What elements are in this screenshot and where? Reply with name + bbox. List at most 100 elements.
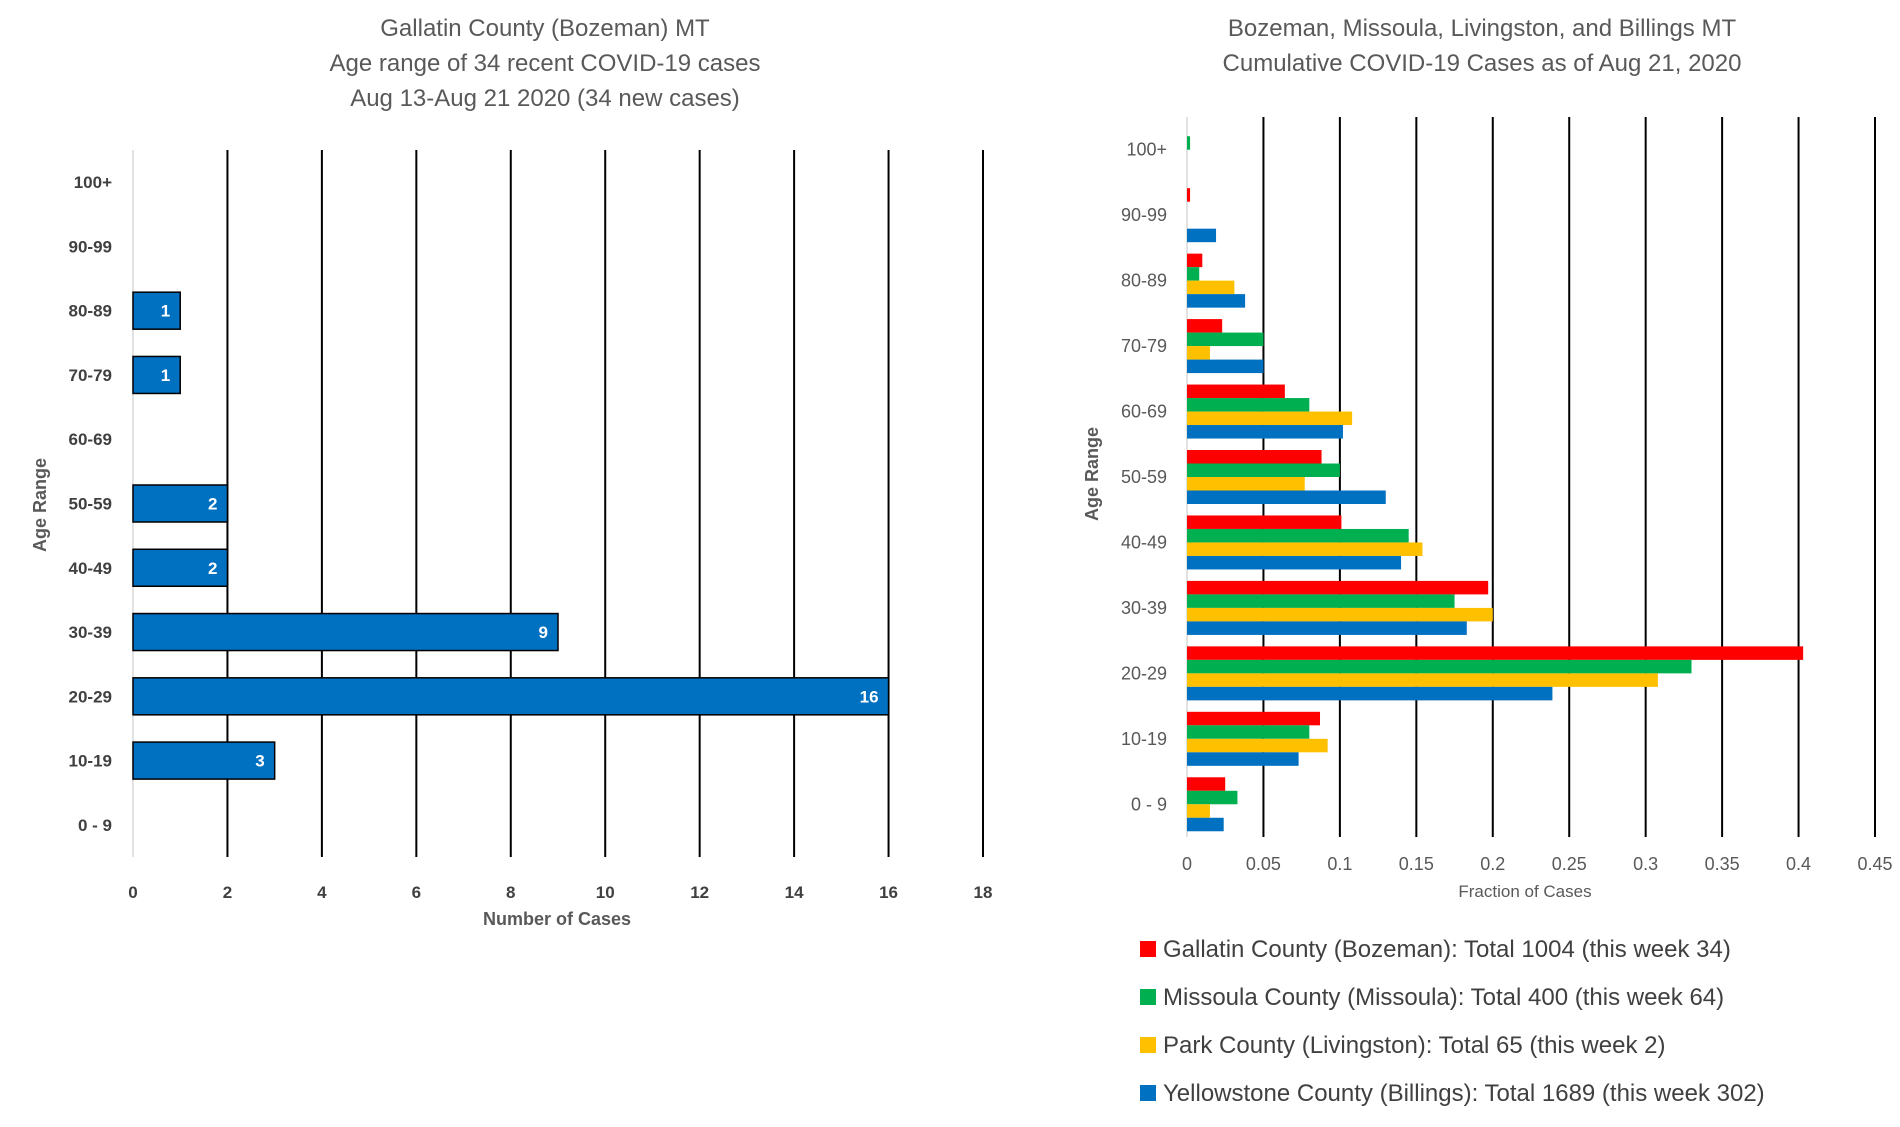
legend-swatch-yellowstone [1140,1085,1156,1101]
right-bar-gallatin [1187,253,1203,268]
right-y-tick-label: 60-69 [1121,402,1167,422]
left-x-tick-label: 12 [690,883,709,902]
right-bar-yellowstone [1187,621,1467,635]
right-y-tick-label: 100+ [1126,140,1167,160]
left-bar [132,741,276,780]
right-bar-yellowstone [1187,752,1299,766]
right-x-tick-label: 0.4 [1786,854,1811,874]
legend-label-missoula: Missoula County (Missoula): Total 400 (t… [1163,984,1724,1011]
right-x-tick-label: 0.15 [1399,854,1434,874]
right-x-tick-label: 0.3 [1633,854,1658,874]
left-x-tick-label: 0 [128,883,137,902]
right-chart-title-line-2: Cumulative COVID-19 Cases as of Aug 21, … [1223,50,1742,77]
right-chart-legend: Gallatin County (Bozeman): Total 1004 (t… [1140,936,1765,1107]
left-x-tick-label: 2 [223,883,232,902]
left-chart-x-axis-title: Number of Cases [483,909,631,929]
right-x-tick-label: 0.05 [1246,854,1281,874]
right-bar-yellowstone [1187,555,1402,570]
right-bar-yellowstone [1187,359,1264,374]
right-y-tick-label: 90-99 [1121,205,1167,225]
right-bar-park [1187,346,1210,360]
right-bar-missoula [1187,790,1238,805]
right-bar-yellowstone [1187,228,1217,243]
right-bar-park [1187,804,1210,818]
left-x-tick-label: 8 [506,883,515,902]
left-bar [132,355,181,395]
right-bar-park [1187,542,1423,556]
right-y-tick-label: 30-39 [1121,598,1167,618]
right-y-tick-label: 0 - 9 [1131,794,1167,814]
left-bar-data-label: 9 [539,623,548,642]
legend-swatch-missoula [1140,989,1156,1005]
right-y-tick-label: 40-49 [1121,532,1167,552]
right-bar-yellowstone [1187,490,1386,504]
left-bar [132,484,229,523]
left-y-tick-label: 40-49 [69,559,112,578]
right-x-tick-label: 0.1 [1327,854,1352,874]
right-bar-gallatin [1187,515,1342,529]
right-bar-yellowstone [1187,686,1553,701]
left-bar-data-label: 2 [208,495,217,514]
left-chart-title-line-3: Aug 13-Aug 21 2020 (34 new cases) [350,85,740,112]
right-chart-plot: 0 0.05 0.1 0.15 0.2 0.25 0.3 0.35 0.4 0.45 0 - 9 10… [1121,117,1893,874]
left-y-tick-label: 0 - 9 [78,816,112,835]
right-x-tick-label: 0.25 [1552,854,1587,874]
right-bar-park [1187,477,1305,491]
left-y-tick-label: 70-79 [69,366,112,385]
right-bar-missoula [1187,528,1409,543]
left-chart-title-line-2: Age range of 34 recent COVID-19 cases [330,50,761,77]
right-bar-gallatin [1187,188,1191,202]
left-bar [132,548,229,588]
legend-label-park: Park County (Livingston): Total 65 (this… [1163,1032,1665,1059]
left-bar-data-label: 16 [860,687,879,706]
right-bar-park [1187,607,1493,622]
right-bar-yellowstone [1187,294,1246,308]
left-y-tick-label: 50-59 [69,495,112,514]
left-y-tick-label: 80-89 [69,302,112,321]
right-x-tick-label: 0.2 [1480,854,1505,874]
left-bar-data-label: 2 [208,559,217,578]
right-bar-missoula [1187,725,1310,739]
left-y-tick-label: 60-69 [69,430,112,449]
left-y-tick-label: 10-19 [69,752,112,771]
right-chart-title-line-1: Bozeman, Missoula, Livingston, and Billi… [1228,15,1737,42]
right-bar-missoula [1187,267,1200,281]
right-bar-park [1187,411,1353,426]
right-y-tick-label: 80-89 [1121,271,1167,291]
left-bar [132,677,890,716]
right-bar-gallatin [1187,319,1223,333]
left-x-tick-label: 16 [879,883,898,902]
right-x-tick-label: 0.45 [1857,854,1892,874]
left-x-tick-label: 10 [596,883,615,902]
right-bar-missoula [1187,659,1692,674]
right-bar-gallatin [1187,384,1285,399]
left-chart-title-line-1: Gallatin County (Bozeman) MT [380,15,710,42]
left-y-tick-label: 100+ [74,173,112,192]
left-chart-y-axis-title: Age Range [30,458,50,552]
left-bar-data-label: 1 [161,302,170,321]
right-bar-yellowstone [1187,425,1343,439]
left-bar [132,612,559,652]
right-bar-missoula [1187,594,1455,608]
right-y-tick-label: 70-79 [1121,336,1167,356]
left-y-tick-label: 30-39 [69,623,112,642]
legend-label-yellowstone: Yellowstone County (Billings): Total 168… [1163,1080,1765,1107]
legend-swatch-park [1140,1037,1156,1053]
left-y-tick-label: 90-99 [69,237,112,256]
right-y-tick-label: 20-29 [1121,663,1167,683]
right-y-tick-label: 50-59 [1121,467,1167,487]
right-bar-gallatin [1187,711,1321,726]
right-bar-gallatin [1187,777,1226,791]
right-bar-missoula [1187,398,1310,412]
right-chart-x-axis-title: Fraction of Cases [1458,882,1591,901]
right-bar-yellowstone [1187,817,1224,832]
right-x-tick-label: 0 [1182,854,1192,874]
left-bar-data-label: 1 [161,366,170,385]
right-bar-missoula [1187,136,1191,150]
left-x-tick-label: 14 [785,883,804,902]
right-chart-y-axis-title: Age Range [1082,427,1102,521]
left-x-tick-label: 18 [974,883,993,902]
left-bar-data-label: 3 [255,752,264,771]
right-bar-gallatin [1187,580,1489,595]
